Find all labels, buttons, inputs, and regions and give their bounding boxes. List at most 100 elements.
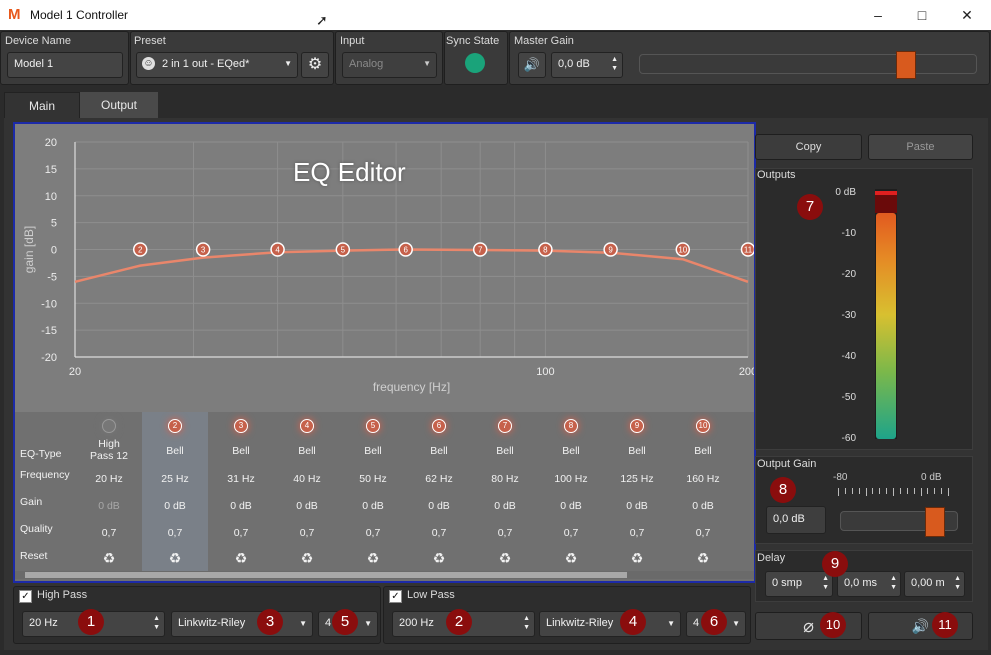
eq-table-scrollbar[interactable] — [15, 571, 754, 579]
eq-type-cell[interactable]: Bell — [694, 445, 712, 457]
eq-type-cell[interactable]: Bell — [298, 445, 316, 457]
eq-type-cell[interactable]: Bell — [562, 445, 580, 457]
eq-type-cell[interactable]: Bell — [166, 445, 184, 457]
eq-chart[interactable]: 20 15 10 5 0 -5 -10 -15 -20 20 100 200 frequency [Hz… — [15, 124, 754, 414]
recycle-icon[interactable]: ♻ — [168, 550, 182, 566]
frequency-cell[interactable]: 40 Hz — [293, 473, 321, 485]
delay-ms-spinbox[interactable]: 0,0 ms ▲ ▼ — [837, 571, 901, 597]
quality-cell[interactable]: 0,7 — [233, 527, 249, 539]
frequency-cell[interactable]: 100 Hz — [554, 473, 588, 485]
gain-cell[interactable]: 0 dB — [494, 500, 516, 512]
master-gain-slider[interactable] — [639, 51, 977, 79]
gain-cell[interactable]: 0 dB — [98, 500, 120, 512]
quality-cell[interactable]: 0,7 — [431, 527, 447, 539]
frequency-cell[interactable]: 31 Hz — [227, 473, 255, 485]
speaker-icon: 🔊 — [523, 57, 541, 72]
frequency-cell[interactable]: 80 Hz — [491, 473, 519, 485]
frequency-cell[interactable]: 160 Hz — [686, 473, 720, 485]
delay-m-spinbox[interactable]: 0,00 m ▲ ▼ — [904, 571, 965, 597]
recycle-icon[interactable]: ♻ — [696, 550, 710, 566]
eq-type-cell[interactable]: Bell — [232, 445, 250, 457]
gain-cell[interactable]: 0 dB — [428, 500, 450, 512]
low-pass-type-select[interactable]: Linkwitz-Riley ▼ — [539, 611, 681, 637]
minimize-button[interactable]: – — [874, 7, 882, 23]
eq-type-cell[interactable]: Bell — [496, 445, 514, 457]
frequency-cell[interactable]: 20 Hz — [95, 473, 123, 485]
eq-response-curve — [74, 248, 749, 284]
eq-band-column[interactable]: 7 Bell 80 Hz 0 dB 0,7 ♻ — [472, 412, 538, 572]
recycle-icon[interactable]: ♻ — [300, 550, 314, 566]
eq-band-column[interactable]: 10 Bell 160 Hz 0 dB 0,7 ♻ — [670, 412, 736, 572]
gain-cell[interactable]: 0 dB — [296, 500, 318, 512]
output-gain-value: 0,0 dB — [773, 513, 805, 525]
high-pass-checkbox[interactable]: ✓ — [19, 590, 32, 603]
output-gain-slider-thumb[interactable] — [925, 507, 945, 537]
eq-type-cell[interactable]: Bell — [364, 445, 382, 457]
eq-band-column[interactable]: 4 Bell 40 Hz 0 dB 0,7 ♻ — [274, 412, 340, 572]
output-gain-slider[interactable] — [840, 507, 958, 537]
delay-samples-spinbox[interactable]: 0 smp ▲ ▼ — [765, 571, 833, 597]
recycle-icon[interactable]: ♻ — [498, 550, 512, 566]
output-gain-spinbox[interactable]: 0,0 dB — [766, 506, 826, 534]
eq-type-cell[interactable]: High Pass 12 — [90, 438, 128, 462]
gain-cell[interactable]: 0 dB — [230, 500, 252, 512]
frequency-cell[interactable]: 50 Hz — [359, 473, 387, 485]
quality-cell[interactable]: 0,7 — [695, 527, 711, 539]
gain-scale-tick — [879, 488, 881, 494]
quality-cell[interactable]: 0,7 — [167, 527, 183, 539]
close-button[interactable]: ✕ — [961, 7, 973, 23]
quality-cell[interactable]: 0,7 — [497, 527, 513, 539]
y-tick-label: 10 — [45, 191, 57, 203]
recycle-icon[interactable]: ♻ — [102, 550, 116, 566]
recycle-icon[interactable]: ♻ — [234, 550, 248, 566]
high-pass-label: High Pass — [37, 589, 88, 601]
gain-cell[interactable]: 0 dB — [692, 500, 714, 512]
recycle-icon[interactable]: ♻ — [564, 550, 578, 566]
eq-type-cell[interactable]: Bell — [430, 445, 448, 457]
eq-band-column[interactable]: 5 Bell 50 Hz 0 dB 0,7 ♻ — [340, 412, 406, 572]
quality-cell[interactable]: 0,7 — [101, 527, 117, 539]
paste-button[interactable]: Paste — [868, 134, 973, 160]
eq-band-column[interactable]: 8 Bell 100 Hz 0 dB 0,7 ♻ — [538, 412, 604, 572]
gain-cell[interactable]: 0 dB — [626, 500, 648, 512]
gain-cell[interactable]: 0 dB — [560, 500, 582, 512]
tab-output[interactable]: Output — [80, 92, 158, 118]
tab-main[interactable]: Main — [4, 92, 80, 119]
level-meter — [875, 189, 897, 439]
quality-cell[interactable]: 0,7 — [365, 527, 381, 539]
preset-select[interactable]: ☺ 2 in 1 out - EQed* ▼ — [136, 52, 298, 78]
quality-cell[interactable]: 0,7 — [629, 527, 645, 539]
copy-button[interactable]: Copy — [755, 134, 862, 160]
master-gain-spinbox[interactable]: 0,0 dB ▲ ▼ — [551, 52, 623, 78]
master-gain-slider-thumb[interactable] — [896, 51, 916, 79]
recycle-icon[interactable]: ♻ — [630, 550, 644, 566]
preset-settings-button[interactable]: ⚙ — [301, 52, 329, 78]
eq-band-column[interactable]: 9 Bell 125 Hz 0 dB 0,7 ♻ — [604, 412, 670, 572]
frequency-cell[interactable]: 62 Hz — [425, 473, 453, 485]
window-title: Model 1 Controller — [30, 8, 129, 22]
device-name-input[interactable]: Model 1 — [7, 52, 123, 78]
gain-cell[interactable]: 0 dB — [362, 500, 384, 512]
eq-band-column[interactable]: 2 Bell 25 Hz 0 dB 0,7 ♻ — [142, 412, 208, 572]
recycle-icon[interactable]: ♻ — [366, 550, 380, 566]
sync-state-indicator — [465, 53, 485, 73]
recycle-icon[interactable]: ♻ — [432, 550, 446, 566]
frequency-cell[interactable]: 125 Hz — [620, 473, 654, 485]
quality-cell[interactable]: 0,7 — [299, 527, 315, 539]
eq-band-column[interactable]: 6 Bell 62 Hz 0 dB 0,7 ♻ — [406, 412, 472, 572]
low-pass-checkbox[interactable]: ✓ — [389, 590, 402, 603]
quality-cell[interactable]: 0,7 — [563, 527, 579, 539]
scrollbar-thumb[interactable] — [25, 572, 627, 578]
eq-band-column[interactable]: 3 Bell 31 Hz 0 dB 0,7 ♻ — [208, 412, 274, 572]
annotation-badge-4: 4 — [620, 609, 646, 635]
meter-scale-label: -10 — [841, 228, 856, 239]
master-mute-button[interactable]: 🔊 — [518, 52, 546, 78]
maximize-button[interactable]: □ — [917, 7, 927, 23]
high-pass-frequency-value: 20 Hz — [29, 617, 58, 629]
gain-cell[interactable]: 0 dB — [164, 500, 186, 512]
high-pass-type-select[interactable]: Linkwitz-Riley ▼ — [171, 611, 313, 637]
eq-type-cell[interactable]: Bell — [628, 445, 646, 457]
frequency-cell[interactable]: 25 Hz — [161, 473, 189, 485]
eq-band-column[interactable]: High Pass 12 20 Hz 0 dB 0,7 ♻ — [76, 412, 142, 572]
input-select[interactable]: Analog ▼ — [342, 52, 437, 78]
